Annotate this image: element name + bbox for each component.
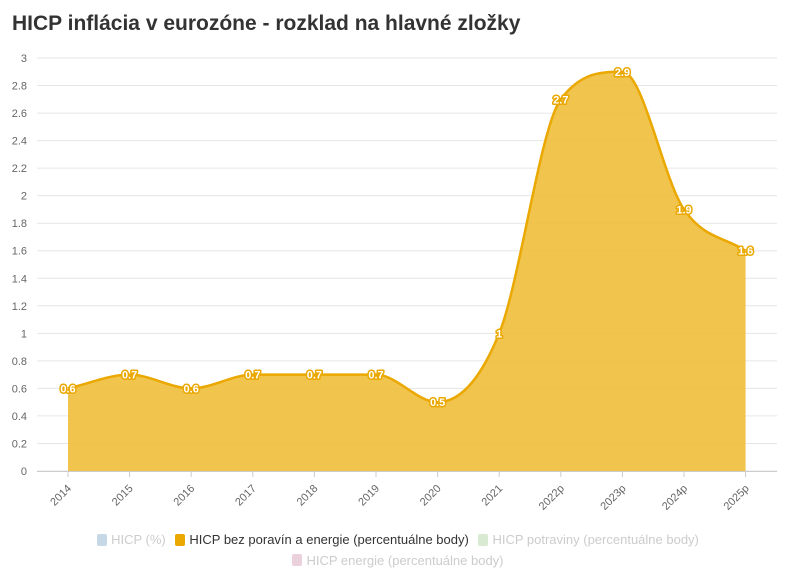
data-label: 0.7: [122, 370, 137, 382]
data-label: 0.7: [245, 370, 260, 382]
legend-label: HICP bez poravín a energie (percentuálne…: [189, 532, 469, 547]
y-tick-label: 0.4: [12, 411, 27, 423]
legend-row-1: HICP (%) HICP bez poravín a energie (per…: [0, 530, 796, 551]
data-label: 0.5: [430, 397, 445, 409]
y-tick-label: 2: [21, 191, 27, 203]
legend-item-food[interactable]: HICP potraviny (percentuálne body): [478, 530, 699, 549]
data-labels: 0.6 0.7 0.6 0.7 0.7 0.7 0.5 1 2.7 2.9 1.9 1.6: [59, 65, 755, 410]
legend-swatch: [478, 533, 489, 546]
data-label: 1: [496, 328, 502, 340]
series-layer: [67, 70, 747, 472]
legend-label: HICP potraviny (percentuálne body): [492, 532, 699, 547]
y-tick-label: 1.4: [12, 273, 27, 285]
legend-item-energy[interactable]: HICP energie (percentuálne body): [292, 551, 504, 570]
legend-row-2: HICP energie (percentuálne body): [0, 551, 796, 572]
x-tick-label: 2018: [295, 483, 321, 509]
legend-item-core[interactable]: HICP bez poravín a energie (percentuálne…: [175, 530, 469, 549]
y-tick-label: 0.8: [12, 356, 27, 368]
series-line[interactable]: [67, 70, 747, 404]
legend-label: HICP (%): [111, 532, 166, 547]
x-tick-label: 2023p: [598, 483, 628, 513]
y-tick-label: 0.6: [12, 383, 27, 395]
y-tick-label: 1.2: [12, 301, 27, 313]
series-area[interactable]: [68, 71, 746, 472]
x-tick-label: 2020: [418, 483, 444, 509]
data-label: 0.7: [307, 370, 322, 382]
legend-item-hicp[interactable]: HICP (%): [97, 530, 166, 549]
x-axis: 2014 2015 2016 2017 2018 2019 2020 2021 2022p 202…: [37, 471, 777, 513]
legend: HICP (%) HICP bez poravín a energie (per…: [0, 530, 796, 571]
y-tick-label: 2.4: [12, 136, 27, 148]
x-tick-label: 2014: [48, 483, 74, 509]
x-tick-label: 2015: [110, 483, 136, 509]
data-label: 0.7: [368, 370, 383, 382]
x-tick-label: 2025p: [722, 483, 752, 513]
legend-label: HICP energie (percentuálne body): [306, 552, 504, 568]
y-tick-label: 2.8: [12, 81, 27, 93]
legend-swatch: [175, 533, 186, 546]
x-tick-label: 2016: [172, 483, 198, 509]
x-tick-label: 2019: [356, 483, 382, 509]
chart-title: HICP inflácia v eurozóne - rozklad na hl…: [12, 12, 521, 35]
data-label: 0.6: [184, 383, 199, 395]
data-label: 1.9: [676, 204, 691, 216]
y-axis: 0 0.2 0.4 0.6 0.8 1 1.2 1.4 1.6 1.8 2 2.2 2.4 2.6 2.8 3: [12, 53, 27, 478]
y-tick-label: 0: [21, 466, 27, 478]
y-tick-label: 0.2: [12, 438, 27, 450]
x-tick-label: 2022p: [537, 483, 567, 513]
legend-swatch: [97, 533, 108, 546]
legend-swatch: [292, 554, 303, 566]
y-tick-label: 1.8: [12, 218, 27, 230]
y-tick-label: 2.6: [12, 108, 27, 120]
data-label: 2.9: [615, 67, 630, 79]
data-label: 2.7: [553, 94, 568, 106]
y-tick-label: 3: [21, 53, 27, 65]
data-label: 0.6: [60, 383, 75, 395]
y-tick-label: 2.2: [12, 163, 27, 175]
data-label: 1.6: [738, 246, 753, 258]
x-tick-label: 2021: [480, 483, 506, 509]
x-tick-label: 2024p: [660, 483, 690, 513]
x-tick-label: 2017: [233, 483, 259, 509]
y-tick-label: 1: [21, 328, 27, 340]
y-tick-label: 1.6: [12, 246, 27, 258]
